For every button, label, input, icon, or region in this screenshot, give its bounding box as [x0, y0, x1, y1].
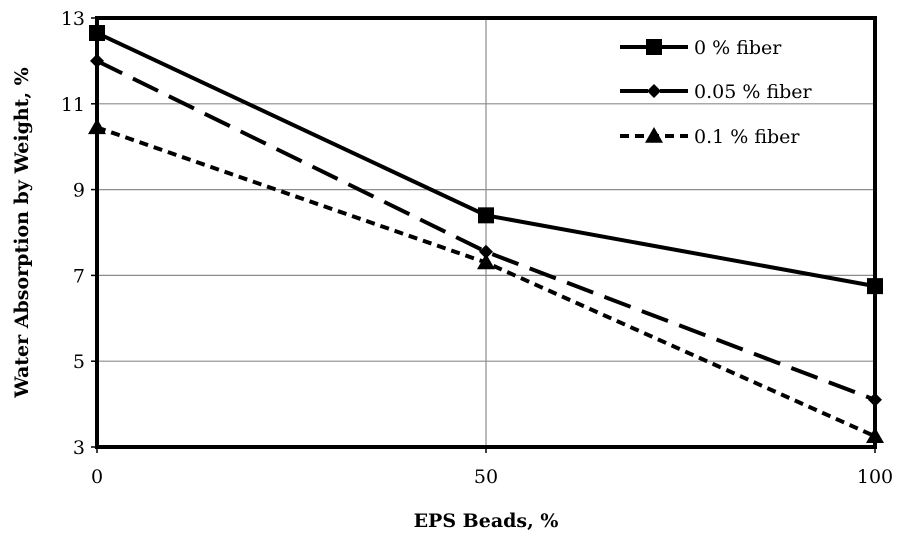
y-tick-label-4: 11 [61, 94, 85, 116]
y-tick-label-1: 5 [73, 351, 85, 373]
x-axis-ticks: 0 50 100 [91, 447, 893, 488]
legend: 0 % fiber 0.05 % fiber 0.1 % fiber [620, 37, 813, 148]
x-axis-title: EPS Beads, % [414, 510, 559, 532]
legend-label-2: 0.1 % fiber [694, 126, 800, 148]
legend-marker-1 [647, 84, 661, 98]
legend-marker-0 [646, 39, 662, 55]
y-tick-label-2: 7 [73, 265, 85, 287]
series-0-point-1 [478, 207, 494, 223]
y-tick-label-3: 9 [73, 180, 85, 202]
x-tick-label-0: 0 [91, 466, 103, 488]
legend-label-0: 0 % fiber [694, 37, 782, 59]
y-tick-label-0: 3 [73, 437, 85, 459]
x-tick-label-2: 100 [857, 466, 893, 488]
y-tick-label-5: 13 [61, 8, 85, 30]
y-axis-ticks: 3 5 7 9 11 13 [61, 8, 97, 459]
legend-marker-2 [645, 127, 663, 143]
legend-label-1: 0.05 % fiber [694, 81, 813, 103]
x-tick-label-1: 50 [474, 466, 498, 488]
y-axis-title: Water Absorption by Weight, % [11, 67, 33, 398]
